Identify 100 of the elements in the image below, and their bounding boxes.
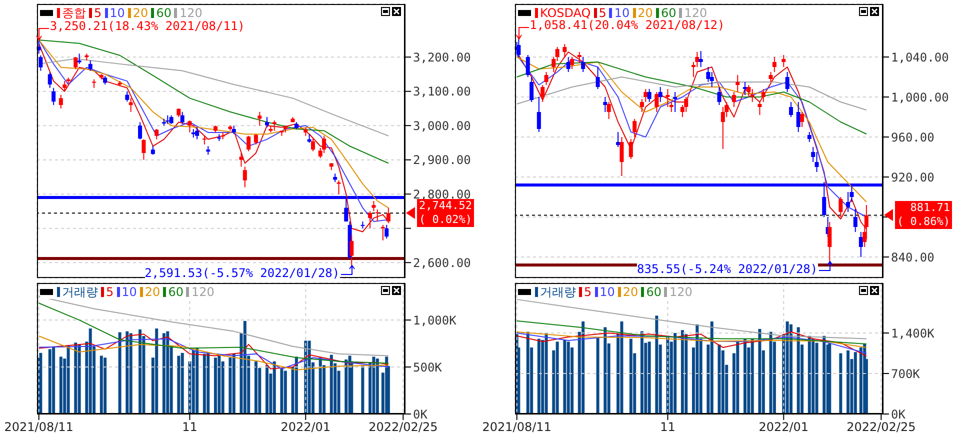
bar [566, 342, 570, 414]
ref-line-label: 2,744.52 ( 0.02%) [419, 199, 472, 228]
candlestick [195, 126, 200, 140]
line-series [516, 331, 867, 348]
candlestick [785, 72, 790, 92]
candlestick [698, 50, 703, 68]
candlestick [620, 136, 624, 176]
candlestick [239, 152, 244, 168]
y-tick-label: 3,000.00 [413, 118, 471, 133]
bar [655, 316, 658, 414]
bar [769, 332, 772, 414]
candlestick [138, 122, 142, 140]
bar [266, 365, 268, 414]
candlestick [562, 44, 567, 58]
bar [822, 336, 826, 414]
y-tick-label: 700K [891, 366, 921, 381]
candlestick [632, 118, 637, 138]
bar [544, 332, 548, 414]
y-tick-label: 1,000.00 [891, 90, 949, 104]
legend-label: 60 [167, 285, 184, 299]
candlestick [88, 60, 92, 72]
candlestick [858, 232, 863, 258]
bar [39, 352, 42, 414]
y-tick-label: 0K [413, 407, 428, 422]
candlestick [74, 56, 78, 70]
bar [74, 342, 78, 414]
candlestick [372, 200, 376, 212]
bar [126, 331, 129, 414]
bar [138, 329, 142, 414]
candlestick [265, 116, 269, 128]
bar [758, 328, 762, 414]
bar [166, 331, 170, 414]
candlestick [142, 138, 146, 160]
y-tick-label: 3,200.00 [413, 50, 471, 64]
x-tick-label: 11 [660, 420, 676, 434]
x-tick-label: 2022/01 [758, 420, 809, 434]
bar [129, 333, 132, 414]
y-tick-label: 1,000K [413, 313, 458, 328]
candlestick [695, 52, 700, 68]
candlestick [782, 54, 786, 68]
candlestick [125, 90, 130, 102]
candlestick [789, 102, 793, 118]
candlestick [368, 210, 372, 229]
bar [372, 356, 376, 414]
candlestick [647, 88, 652, 102]
bar [710, 321, 714, 414]
bar [744, 338, 746, 414]
candlestick [581, 56, 586, 72]
bar [808, 336, 811, 414]
candlestick [154, 128, 159, 140]
bar [526, 332, 530, 414]
candlestick [375, 209, 380, 222]
legend-label: 10 [108, 6, 125, 20]
y-tick-label: 0K [891, 407, 906, 422]
bar [736, 342, 740, 414]
candlestick [807, 132, 812, 142]
candlestick [640, 98, 644, 112]
legend-label: 10 [120, 285, 137, 299]
legend-label: 20 [638, 6, 653, 20]
candlestick [750, 88, 754, 102]
bar [308, 340, 311, 414]
candlestick [596, 66, 600, 90]
candlestick [772, 56, 776, 72]
bar [361, 365, 364, 414]
bar [582, 321, 585, 414]
x-tick-label: 2021/08/11 [4, 420, 74, 434]
bar [254, 361, 258, 414]
line-series [38, 39, 389, 164]
annotation: 2,591.53(-5.57% 2022/01/28) [144, 266, 340, 280]
bar [846, 350, 850, 414]
bar [648, 342, 651, 414]
bar [750, 338, 754, 414]
candlestick [350, 234, 354, 266]
bar [640, 331, 644, 414]
line-series [38, 302, 389, 364]
bar [790, 324, 792, 414]
candlestick [570, 56, 574, 70]
candlestick [666, 88, 670, 108]
x-tick-label: 2022/02/25 [846, 420, 916, 434]
candlestick [658, 86, 662, 102]
candlestick [246, 135, 251, 152]
candlestick [736, 74, 740, 92]
y-tick-label: 1,040.00 [891, 50, 949, 64]
x-tick-label: 11 [182, 420, 198, 434]
bar [196, 348, 199, 414]
bar [118, 332, 122, 414]
bar [344, 359, 348, 414]
bar [674, 332, 677, 414]
bar [604, 327, 607, 414]
bar [376, 358, 379, 414]
line-series [516, 320, 867, 344]
bar [859, 347, 862, 414]
candlestick [311, 137, 315, 152]
bar [177, 356, 180, 414]
candlestick [628, 138, 633, 160]
x-tick-label: 2022/01 [280, 420, 331, 434]
annotation: 3,250.21(18.43% 2021/08/11) [50, 18, 245, 33]
y-tick-label: 2,600.00 [413, 256, 471, 270]
candlestick [603, 96, 608, 112]
bar [192, 350, 195, 414]
